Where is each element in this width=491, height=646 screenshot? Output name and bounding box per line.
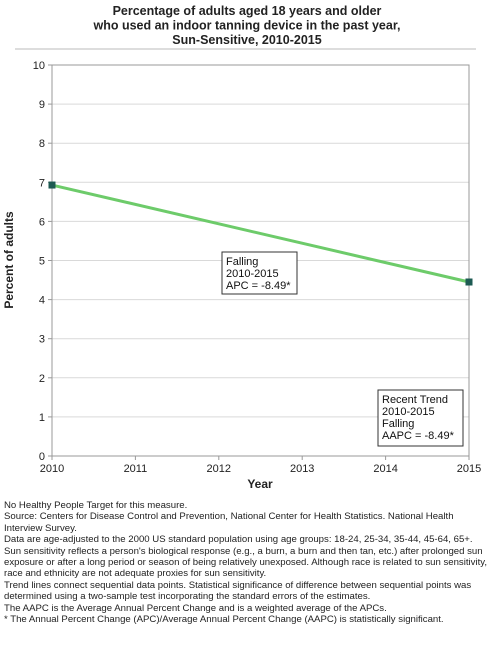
footnote-trend-lines: Trend lines connect sequential data poin…	[4, 579, 472, 603]
x-axis-title: Year	[247, 477, 273, 491]
x-tick-label: 2014	[373, 463, 397, 475]
annotation-recent-trend-line-1: Recent Trend	[382, 394, 448, 406]
annotation-recent-trend: Recent Trend 2010-2015 Falling AAPC = -8…	[377, 389, 464, 447]
data-point-marker	[48, 181, 56, 189]
footnote-source: Source: Centers for Disease Control and …	[4, 511, 454, 534]
y-axis-title: Percent of adults	[2, 211, 16, 309]
annotation-apc: Falling 2010-2015 APC = -8.49*	[221, 251, 298, 295]
chart-title-line-2: who used an indoor tanning device in the…	[92, 19, 400, 33]
annotation-apc-line-2: 2010-2015	[226, 268, 279, 280]
footnote-aapc: The AAPC is the Average Annual Percent C…	[4, 602, 387, 614]
y-tick-label: 8	[39, 138, 45, 150]
annotation-recent-trend-line-3: Falling	[382, 418, 414, 430]
annotation-recent-trend-line-2: 2010-2015	[382, 406, 435, 418]
annotation-apc-box	[221, 251, 298, 295]
x-tick-label: 2011	[124, 463, 148, 475]
y-tick-label: 9	[39, 99, 45, 111]
series	[51, 183, 470, 284]
y-tick-label: 5	[39, 256, 45, 268]
y-tick-label: 0	[39, 451, 45, 463]
annotation-recent-trend-line-4: AAPC = -8.49*	[382, 430, 455, 442]
footnote-target: No Healthy People Target for this measur…	[4, 500, 188, 511]
y-tick-label: 7	[39, 177, 45, 189]
trend-line	[51, 183, 470, 284]
data-points	[48, 181, 473, 286]
footnote-age-adjusted: Data are age-adjusted to the 2000 US sta…	[4, 534, 473, 546]
x-tick-label: 2015	[457, 463, 481, 475]
annotation-apc-line-3: APC = -8.49*	[226, 280, 291, 292]
chart-title-line-3: Sun-Sensitive, 2010-2015	[172, 33, 321, 47]
y-tick-label: 10	[33, 60, 45, 72]
y-axis-ticks: 0 1 2 3 4 5 6 7 8 9 10	[33, 60, 52, 463]
y-tick-label: 1	[39, 412, 45, 424]
footnotes: No Healthy People Target for this measur…	[4, 500, 488, 625]
data-point-marker	[465, 278, 473, 286]
x-tick-label: 2012	[207, 463, 231, 475]
y-tick-label: 2	[39, 373, 45, 385]
chart-title-line-1: Percentage of adults aged 18 years and o…	[113, 4, 382, 18]
annotation-recent-trend-box	[377, 389, 464, 447]
x-tick-label: 2010	[40, 463, 64, 475]
footnote-significance: * The Annual Percent Change (APC)/Averag…	[4, 614, 444, 626]
footnote-sun-sensitivity: Sun sensitivity reflects a person's biol…	[4, 545, 487, 580]
y-tick-label: 6	[39, 216, 45, 228]
annotation-apc-line-1: Falling	[226, 256, 258, 268]
chart: Percentage of adults aged 18 years and o…	[2, 4, 481, 491]
x-axis-ticks: 2010 2011 2012 2013 2014 2015	[40, 456, 481, 475]
y-tick-label: 4	[39, 295, 45, 307]
x-tick-label: 2013	[290, 463, 314, 475]
y-tick-label: 3	[39, 334, 45, 346]
